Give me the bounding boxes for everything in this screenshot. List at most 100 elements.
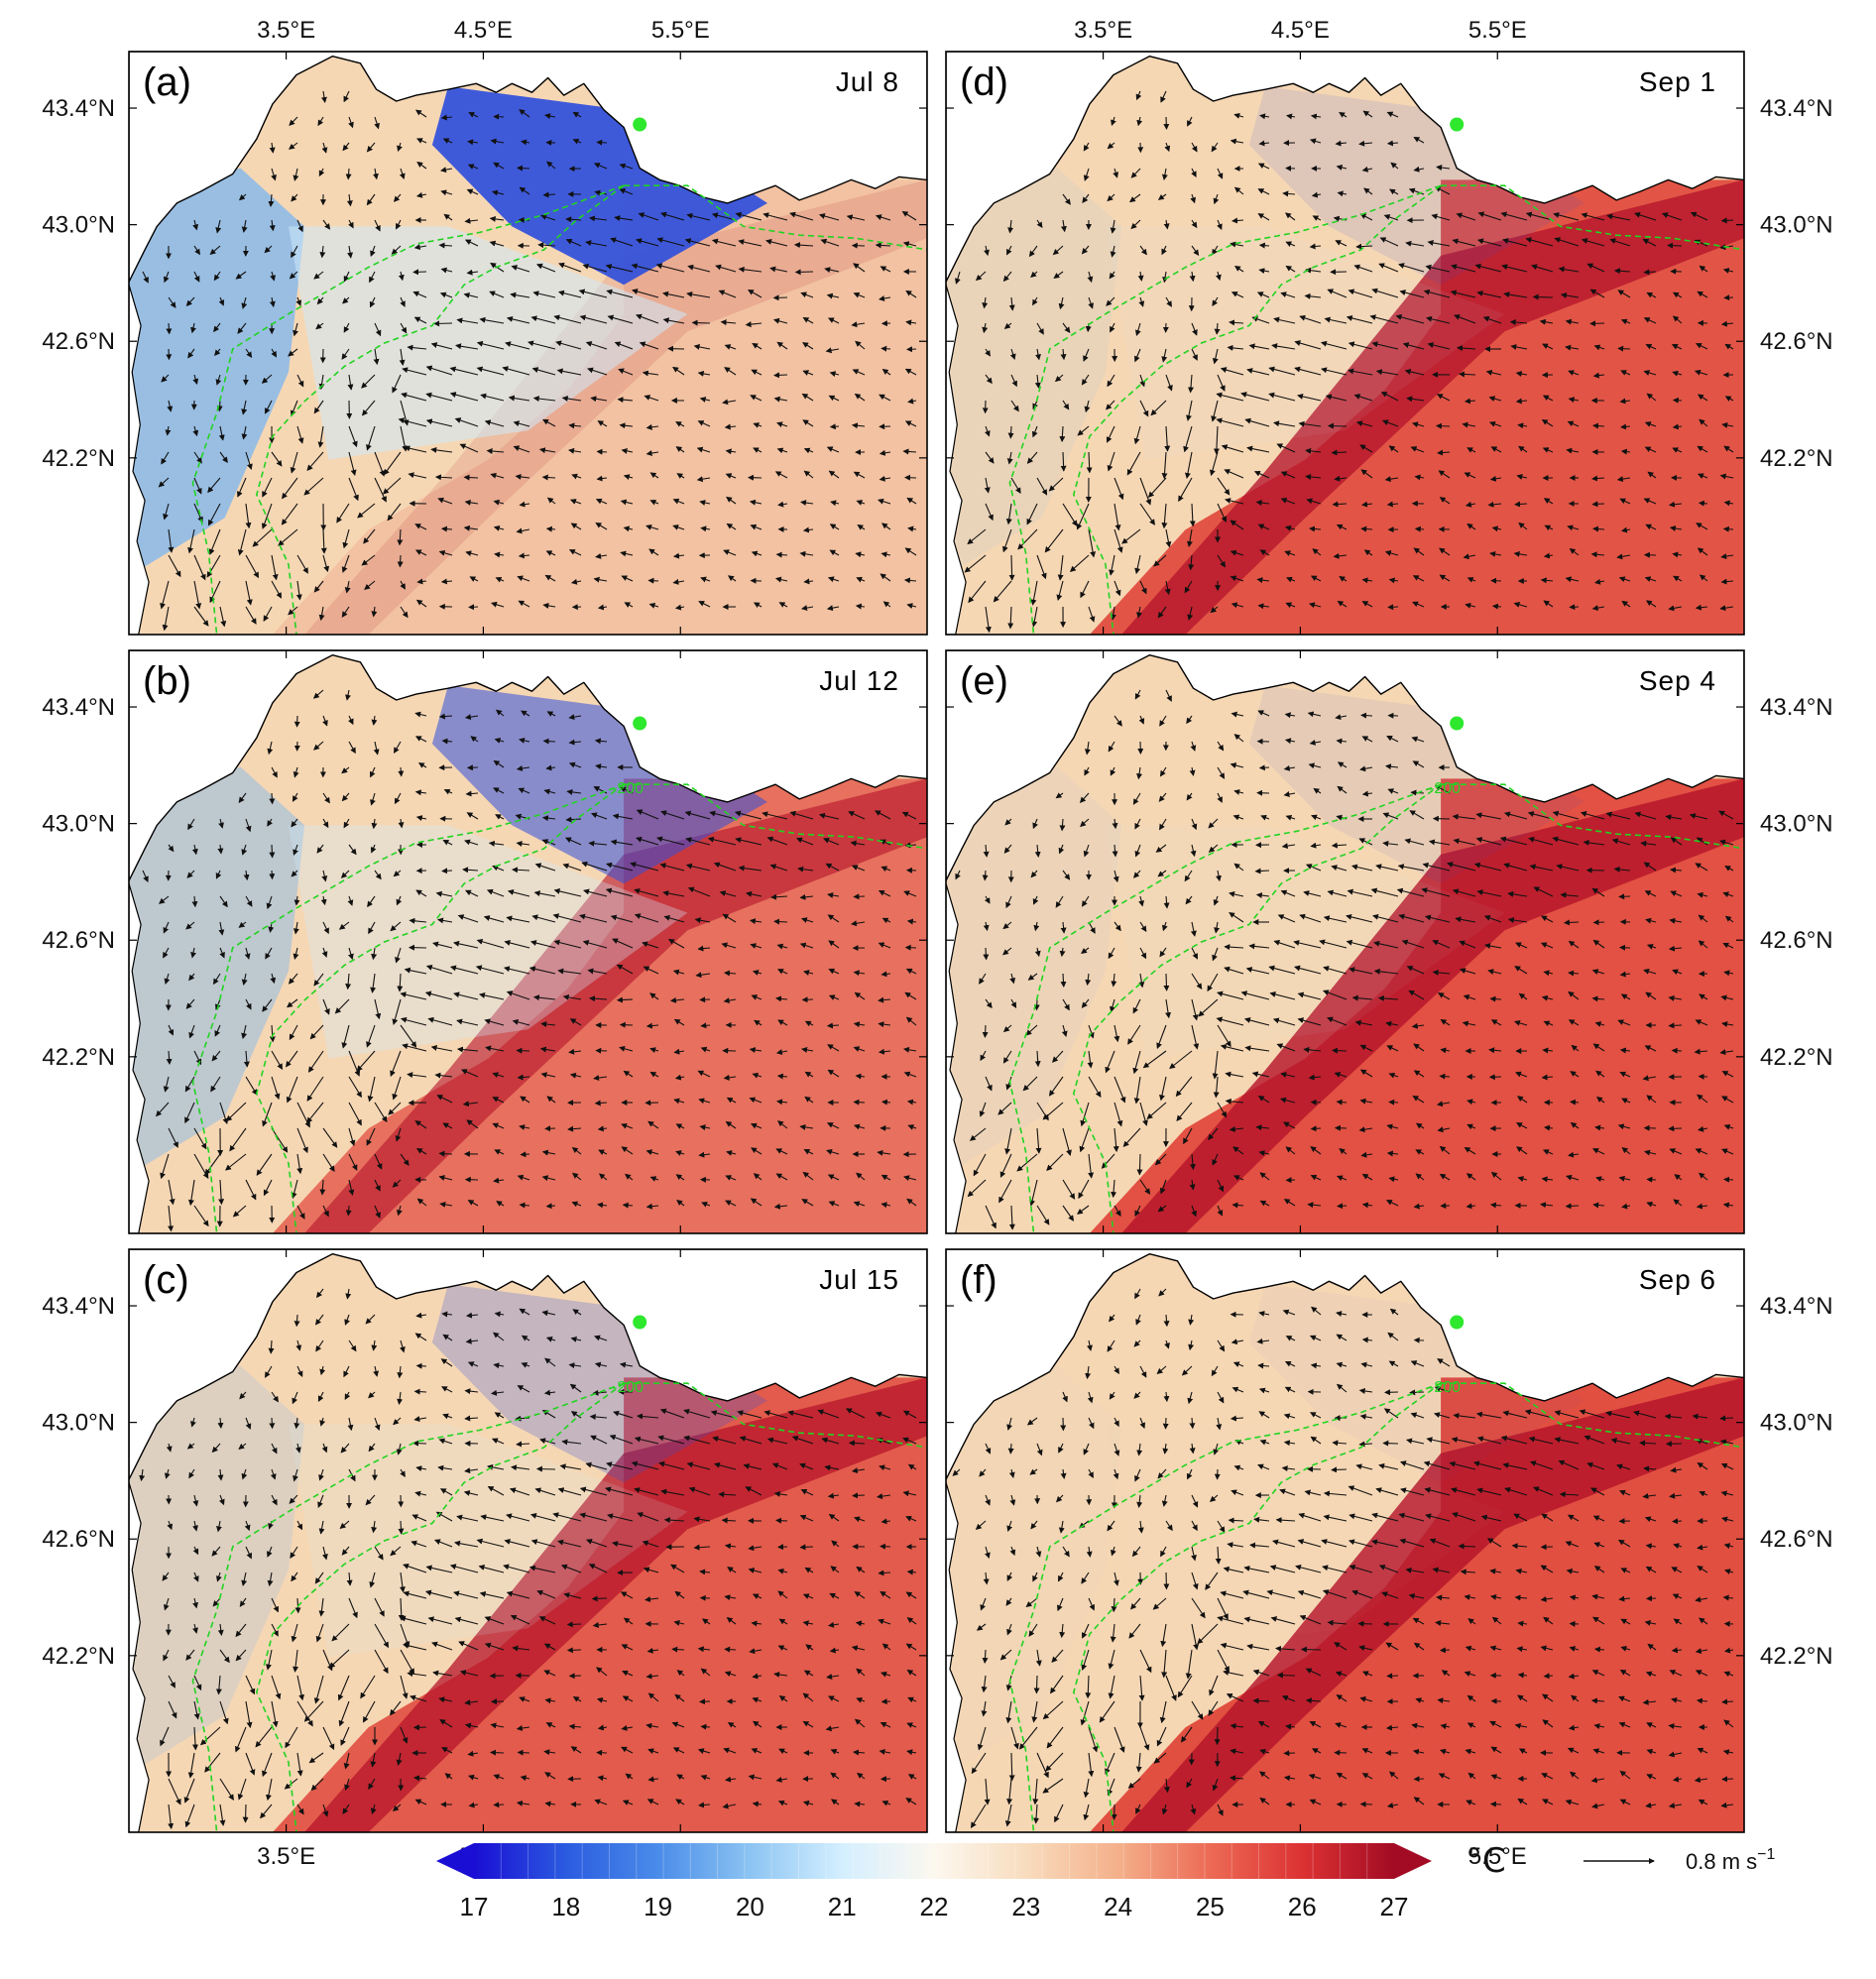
velocity-arrow (828, 395, 840, 402)
colorbar-tick-label: 25 (1196, 1892, 1225, 1921)
velocity-arrow (546, 161, 556, 170)
velocity-arrow (802, 317, 814, 324)
warm-water-region (272, 179, 927, 635)
velocity-arrow (904, 474, 917, 481)
lat-tick-label-right: 43.0°N (1760, 1410, 1833, 1437)
velocity-arrow (245, 451, 253, 470)
velocity-arrow (493, 499, 505, 506)
velocity-arrow (693, 344, 711, 350)
lon-tick-label: 5.5°E (1468, 17, 1527, 44)
velocity-arrow (414, 524, 427, 530)
velocity-arrow (187, 528, 195, 554)
velocity-arrow (398, 1520, 405, 1535)
velocity-arrow (346, 193, 353, 207)
velocity-arrow (440, 189, 453, 196)
lat-tick-label-right: 42.2°N (1760, 1643, 1833, 1670)
velocity-arrow (163, 271, 170, 284)
velocity-arrow (293, 322, 298, 337)
velocity-arrow (535, 263, 556, 273)
velocity-arrow (776, 447, 788, 454)
velocity-arrow (343, 322, 350, 333)
velocity-arrow (826, 1022, 840, 1029)
lon-tick-label: 4.5°E (454, 17, 513, 44)
velocity-arrow (532, 291, 556, 298)
velocity-arrow (519, 109, 530, 118)
map-panel-d: (d) Sep 1 (945, 51, 1745, 636)
velocity-arrow (269, 792, 276, 805)
velocity-arrow (1489, 995, 1502, 1002)
velocity-arrow (486, 448, 505, 455)
velocity-arrow (193, 271, 200, 283)
velocity-arrow (853, 1099, 866, 1106)
velocity-arrow (662, 317, 685, 324)
velocity-arrow (425, 365, 453, 376)
velocity-arrow (566, 1647, 582, 1654)
panel-label: (b) (143, 659, 191, 703)
velocity-arrow (370, 245, 376, 258)
panel-label: (e) (960, 659, 1008, 703)
velocity-arrow (852, 1492, 866, 1499)
velocity-arrow (1337, 1203, 1348, 1210)
velocity-arrow (506, 315, 530, 324)
velocity-arrow (905, 319, 917, 326)
lat-tick-label-right: 43.4°N (1760, 1293, 1833, 1320)
velocity-arrow (644, 395, 659, 402)
velocity-arrow (293, 168, 299, 181)
velocity-arrow (851, 242, 866, 249)
velocity-arrow (345, 1205, 352, 1217)
colorbar-tick-label: 19 (644, 1892, 672, 1921)
velocity-arrow (261, 374, 273, 384)
velocity-arrow (561, 396, 582, 402)
velocity-arrow (1360, 712, 1373, 719)
velocity-arrow (493, 1802, 505, 1808)
velocity-arrow (342, 528, 350, 549)
velocity-arrow (614, 215, 634, 222)
velocity-arrow (187, 348, 195, 359)
velocity-arrow (415, 1362, 427, 1369)
velocity-arrow (904, 420, 917, 427)
map-content-c: -200 (129, 1249, 927, 1832)
velocity-arrow (319, 245, 326, 259)
velocity-arrow (519, 501, 530, 508)
velocity-arrow (532, 396, 556, 403)
velocity-arrow (750, 395, 762, 402)
velocity-arrow (315, 322, 324, 330)
velocity-arrow (241, 296, 248, 309)
velocity-arrow (773, 372, 788, 379)
velocity-arrow (691, 319, 711, 326)
velocity-arrow (904, 368, 917, 376)
velocity-arrow (343, 271, 350, 283)
land-north (129, 52, 927, 283)
velocity-arrow (449, 366, 479, 376)
lat-tick-label-left: 42.2°N (42, 445, 115, 472)
station-marker (633, 117, 647, 132)
velocity-arrow (802, 419, 814, 427)
velocity-arrow (1310, 1125, 1322, 1132)
velocity-arrow (476, 366, 505, 376)
velocity-arrow (306, 451, 324, 471)
velocity-arrow (508, 395, 530, 402)
velocity-arrow (513, 420, 530, 427)
velocity-arrow (1719, 1415, 1734, 1422)
velocity-arrow (660, 211, 685, 221)
velocity-arrow (252, 528, 273, 547)
velocity-arrow (1382, 1440, 1399, 1447)
velocity-arrow (401, 392, 427, 402)
velocity-arrow (264, 245, 273, 254)
velocity-arrow (591, 1595, 608, 1602)
velocity-arrow (192, 374, 199, 386)
velocity-arrow (348, 477, 359, 502)
velocity-arrow (490, 138, 505, 145)
velocity-arrow (983, 947, 990, 961)
colorbar-tick-label: 21 (828, 1892, 857, 1921)
isobath-label: -200 (1429, 780, 1461, 797)
velocity-arrow (464, 499, 479, 506)
isobath-label: -200 (1429, 1379, 1461, 1396)
velocity-arrow (801, 996, 814, 1003)
velocity-arrow (207, 503, 221, 526)
velocity-arrow (1386, 1673, 1399, 1680)
velocity-arrow (511, 265, 530, 273)
velocity-arrow (262, 477, 273, 498)
velocity-arrow (449, 392, 479, 402)
velocity-arrow (753, 447, 762, 453)
